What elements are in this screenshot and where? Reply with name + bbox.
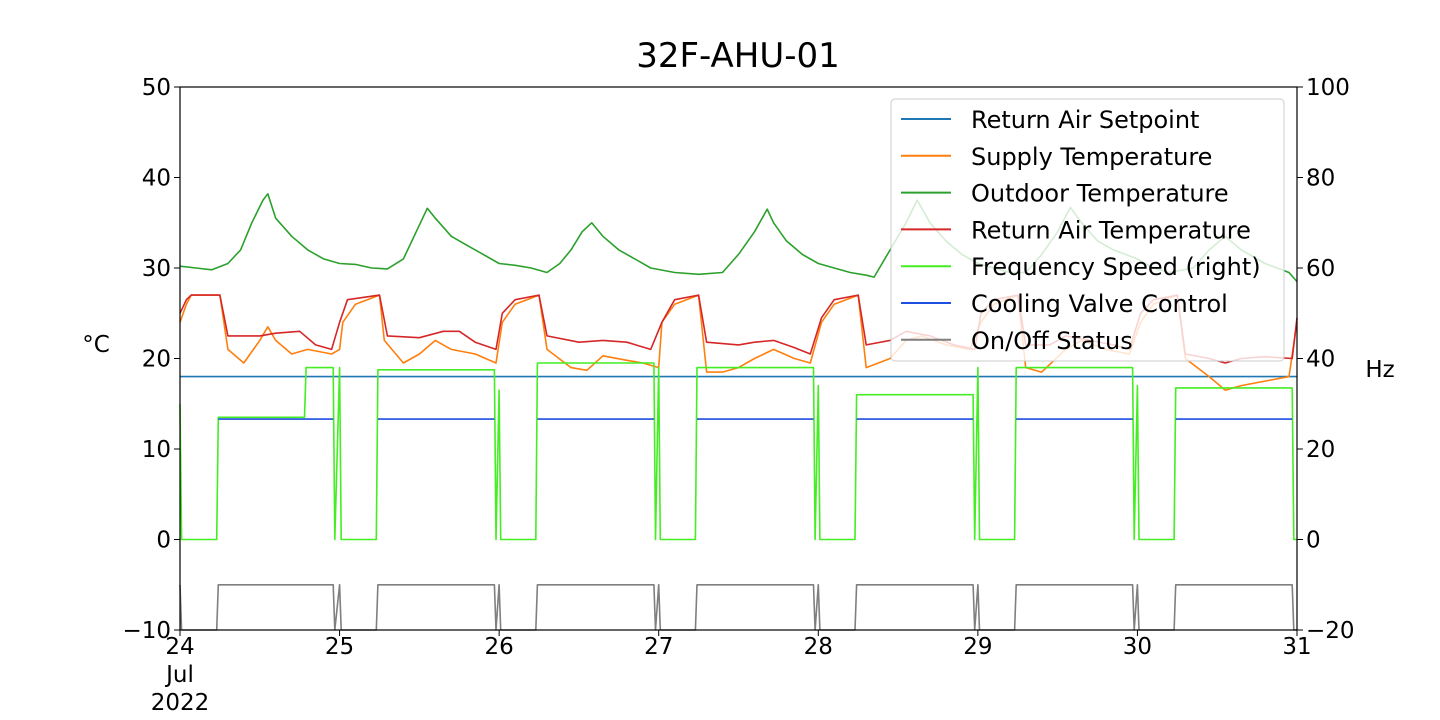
y-right-tick-label: 20 — [1306, 437, 1335, 463]
y-axis-right-label: Hz — [1365, 357, 1394, 383]
legend-label: Frequency Speed (right) — [971, 253, 1261, 281]
x-tick-label: Jul — [164, 662, 194, 688]
x-tick-label: 29 — [963, 634, 992, 660]
series-layer — [179, 193, 1298, 631]
x-tick-label: 28 — [804, 634, 833, 660]
x-tick-label: 27 — [644, 634, 673, 660]
y-axis-left-label: °C — [82, 332, 110, 358]
x-tick-label: 31 — [1282, 634, 1311, 660]
x-tick-label: 30 — [1123, 634, 1152, 660]
legend-label: Supply Temperature — [971, 143, 1212, 171]
y-axis-right: −20 0 20 40 60 80 100 — [1297, 75, 1355, 644]
y-left-tick-label: 50 — [142, 75, 171, 101]
series-line-on-off-status — [179, 584, 1297, 631]
y-left-tick-label: −10 — [122, 618, 171, 644]
legend-label: Outdoor Temperature — [971, 180, 1229, 208]
y-right-tick-label: 0 — [1306, 528, 1321, 554]
x-tick-label: 26 — [485, 634, 514, 660]
y-left-tick-label: 30 — [142, 256, 171, 282]
y-right-tick-label: 80 — [1306, 166, 1335, 192]
chart-title: 32F-AHU-01 — [636, 36, 840, 76]
y-left-tick-label: 40 — [142, 166, 171, 192]
y-right-tick-label: 100 — [1306, 75, 1350, 101]
legend-box — [890, 98, 1285, 362]
legend: Return Air Setpoint Supply Temperature Out… — [890, 98, 1285, 362]
legend-label: Return Air Setpoint — [971, 106, 1199, 134]
legend-label: Return Air Temperature — [971, 216, 1251, 244]
y-left-tick-label: 0 — [156, 528, 171, 554]
y-axis-left: −10 0 10 20 30 40 50 — [122, 75, 180, 644]
y-right-tick-label: 60 — [1306, 256, 1335, 282]
x-tick-label: 24 — [165, 634, 194, 660]
series-line-frequency-speed-right — [179, 362, 1297, 541]
y-left-tick-label: 10 — [142, 437, 171, 463]
x-tick-label: 2022 — [151, 690, 210, 716]
legend-label: Cooling Valve Control — [971, 290, 1228, 318]
y-right-tick-label: −20 — [1306, 618, 1355, 644]
y-left-tick-label: 20 — [142, 347, 171, 373]
x-tick-label: 25 — [325, 634, 354, 660]
y-right-tick-label: 40 — [1306, 347, 1335, 373]
legend-label: On/Off Status — [971, 327, 1133, 355]
